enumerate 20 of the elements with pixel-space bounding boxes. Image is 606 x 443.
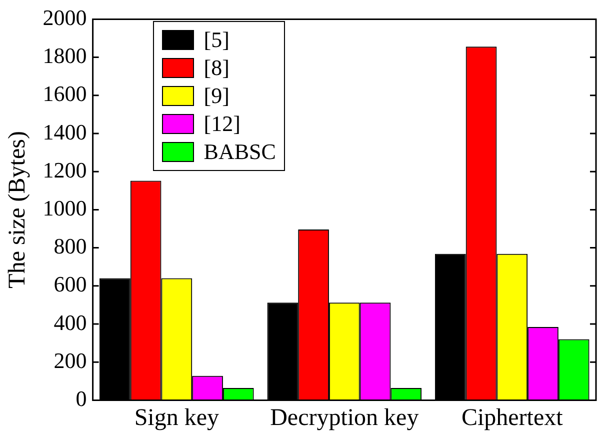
y-tick-label: 1800 [42,43,87,68]
y-tick-label: 1600 [42,81,87,106]
legend-label: BABSC [204,138,276,166]
y-tick-label: 600 [54,272,87,297]
x-tick-label: Ciphertext [461,404,564,431]
y-tick-label: 200 [54,348,87,373]
x-tick-label: Decryption key [270,404,419,431]
legend-label: [8] [204,54,230,82]
x-tick-label: Sign key [134,404,220,431]
y-tick-label: 2000 [42,4,87,30]
y-axis-title: The size (Bytes) [4,131,31,288]
y-tick-label: 0 [76,386,87,411]
legend-label: [5] [204,26,230,54]
y-tick-label: 1200 [42,157,87,182]
y-tick-label: 1400 [42,119,87,144]
y-tick-label: 800 [54,234,87,259]
legend-label: [9] [204,82,230,110]
y-tick-label: 1000 [42,195,87,220]
y-tick-label: 400 [54,310,87,335]
legend-label: [12] [204,110,240,138]
